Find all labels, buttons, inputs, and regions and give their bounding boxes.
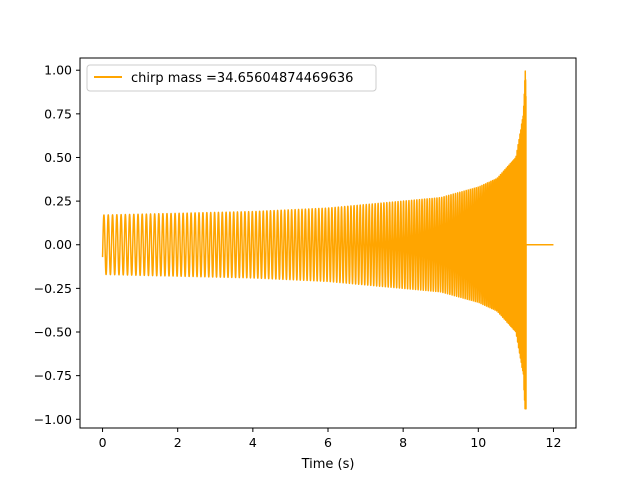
- y-tick-label: 0.00: [44, 237, 72, 252]
- x-tick-label: 6: [324, 435, 332, 450]
- series-line-chirp: [101, 70, 555, 410]
- x-tick-label: 0: [99, 435, 107, 450]
- plot-area: [101, 70, 555, 410]
- x-axis-label: Time (s): [301, 457, 355, 472]
- legend: chirp mass =34.65604874469636: [86, 64, 377, 92]
- y-tick-label: −0.75: [34, 368, 72, 383]
- y-axis: 1.00 0.75 0.50 0.25 0.00 −0.25 −0.50 −0.75 −1.00: [34, 63, 80, 427]
- legend-entry-label: chirp mass =34.65604874469636: [131, 71, 353, 86]
- y-tick-label: −1.00: [34, 412, 72, 427]
- y-tick-label: 1.00: [44, 63, 72, 78]
- y-tick-label: 0.75: [44, 106, 72, 121]
- x-tick-label: 4: [249, 435, 257, 450]
- legend-box: [86, 64, 377, 92]
- y-tick-label: 0.25: [44, 194, 72, 209]
- y-tick-label: −0.25: [34, 281, 72, 296]
- y-tick-label: 0.50: [44, 150, 72, 165]
- y-tick-label: −0.50: [34, 325, 72, 340]
- x-tick-label: 2: [174, 435, 182, 450]
- x-tick-label: 10: [470, 435, 486, 450]
- x-tick-label: 8: [399, 435, 407, 450]
- x-tick-label: 12: [546, 435, 562, 450]
- x-axis: 0 2 4 6 8 10 12: [99, 428, 562, 450]
